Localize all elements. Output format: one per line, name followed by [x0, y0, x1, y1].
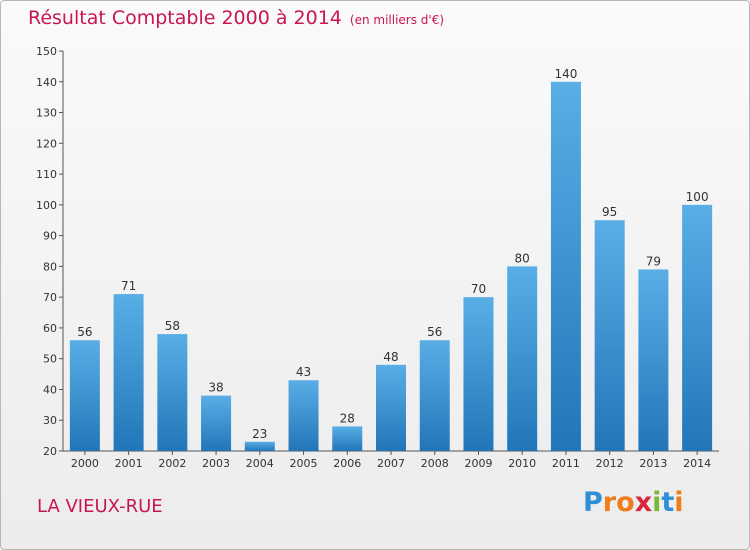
value-label-2006: 28	[340, 411, 355, 425]
x-tick-label: 2012	[596, 457, 624, 470]
x-tick-label: 2014	[683, 457, 711, 470]
labels: 56 71 58 38 23 43 28 48 56 70 80 140 95 79 100	[77, 67, 708, 441]
value-label-2000: 56	[77, 325, 92, 339]
bar-2004	[244, 441, 275, 451]
logo-letter: i	[652, 487, 662, 518]
value-label-2005: 43	[296, 365, 311, 379]
x-tick-label: 2006	[333, 457, 361, 470]
value-label-2003: 38	[208, 381, 223, 395]
proxiti-logo: Proxiti	[583, 487, 684, 518]
logo-letter: o	[616, 487, 635, 518]
y-tick-label: 90	[43, 230, 57, 243]
bar-2002	[157, 334, 188, 451]
bar-2013	[638, 269, 669, 451]
chart-title: Résultat Comptable 2000 à 2014 (en millie…	[28, 7, 444, 29]
bar-2001	[113, 294, 144, 451]
x-tick-label: 2000	[71, 457, 99, 470]
x-tick-label: 2013	[639, 457, 667, 470]
value-label-2009: 70	[471, 282, 486, 296]
chart-subtitle: (en milliers d'€)	[349, 13, 445, 27]
y-tick-label: 150	[36, 45, 57, 58]
bar-2009	[463, 297, 494, 451]
bar-2014	[682, 204, 713, 451]
x-tick-label: 2003	[202, 457, 230, 470]
y-tick-label: 60	[43, 322, 57, 335]
bar-2012	[594, 220, 625, 451]
x-tick-label: 2004	[246, 457, 274, 470]
y-tick-label: 100	[36, 199, 57, 212]
y-tick-label: 20	[43, 445, 57, 458]
x-tick-label: 2007	[377, 457, 405, 470]
bar-2000	[69, 340, 100, 451]
bar-2003	[201, 395, 232, 451]
x-tick-label: 2002	[158, 457, 186, 470]
logo-letter: r	[602, 487, 617, 518]
x-tick-label: 2005	[290, 457, 318, 470]
logo-letter: i	[674, 487, 684, 518]
x-tick-label: 2010	[508, 457, 536, 470]
y-tick-label: 80	[43, 260, 57, 273]
bar-2010	[507, 266, 538, 451]
y-tick-label: 70	[43, 291, 57, 304]
town-name: LA VIEUX-RUE	[37, 496, 163, 517]
value-label-2012: 95	[602, 205, 617, 219]
value-label-2007: 48	[383, 350, 398, 364]
x-tick-label: 2001	[115, 457, 143, 470]
value-label-2011: 140	[554, 67, 577, 81]
value-label-2014: 100	[686, 190, 709, 204]
bar-2007	[376, 364, 406, 451]
y-tick-label: 110	[36, 168, 57, 181]
y-tick-label: 120	[36, 137, 57, 150]
value-label-2004: 23	[252, 427, 267, 441]
x-tick-label: 2008	[421, 457, 449, 470]
bar-2011	[550, 81, 581, 452]
bars	[69, 81, 713, 452]
x-tick-label: 2009	[464, 457, 492, 470]
value-label-2001: 71	[121, 279, 136, 293]
y-tick-label: 130	[36, 107, 57, 120]
bar-2008	[419, 340, 450, 451]
x-tick-label: 2011	[552, 457, 580, 470]
value-label-2010: 80	[515, 251, 530, 265]
y-tick-label: 40	[43, 383, 57, 396]
value-label-2002: 58	[165, 319, 180, 333]
bar-2006	[332, 426, 363, 451]
bar-2005	[288, 380, 319, 451]
logo-letter: t	[661, 487, 675, 518]
y-tick-label: 50	[43, 353, 57, 366]
value-label-2013: 79	[646, 254, 661, 268]
y-tick-label: 30	[43, 414, 57, 427]
value-label-2008: 56	[427, 325, 442, 339]
y-tick-label: 140	[36, 76, 57, 89]
logo-letter: P	[583, 487, 603, 518]
logo-letter: x	[634, 487, 653, 518]
chart-title-text: Résultat Comptable 2000 à 2014	[28, 7, 342, 29]
